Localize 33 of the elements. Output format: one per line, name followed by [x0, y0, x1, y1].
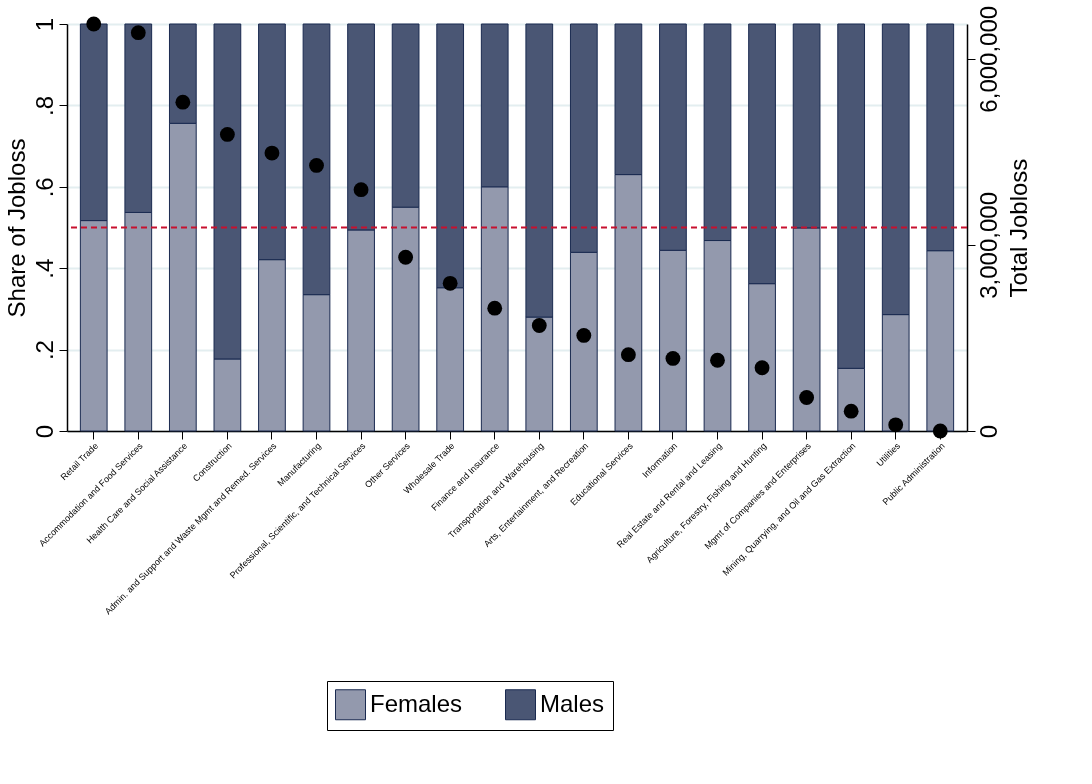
- y-tick-label: .8: [30, 95, 58, 116]
- point: [264, 145, 280, 161]
- point: [309, 158, 324, 173]
- point: [754, 360, 770, 376]
- point: [175, 94, 191, 110]
- y-tick-label: .4: [30, 258, 58, 279]
- y2-axis-title: Total Jobloss: [1004, 158, 1032, 298]
- point: [487, 300, 503, 316]
- point: [710, 352, 725, 368]
- point: [86, 16, 102, 32]
- legend-label: Males: [540, 689, 605, 717]
- point: [219, 127, 235, 142]
- point: [888, 417, 904, 433]
- y-tick-label: .2: [30, 340, 58, 361]
- y-tick-label: .6: [30, 177, 58, 198]
- point: [398, 249, 414, 265]
- y2-tick-label: 3,000,000: [974, 191, 1002, 299]
- y-tick-label: 1: [30, 17, 58, 32]
- point: [531, 318, 547, 333]
- y2-tick-label: 0: [974, 424, 1002, 439]
- point: [620, 347, 636, 363]
- point: [576, 328, 592, 343]
- y2-tick-label: 6,000,000: [974, 5, 1002, 113]
- point: [665, 351, 681, 366]
- point: [130, 25, 146, 41]
- point: [353, 182, 369, 198]
- y-axis-title: Share of Jobloss: [2, 138, 30, 318]
- legend-label: Females: [370, 689, 463, 717]
- y-tick-label: 0: [30, 424, 58, 439]
- point: [843, 403, 859, 419]
- point: [932, 423, 948, 439]
- point: [799, 390, 815, 405]
- point: [442, 275, 458, 291]
